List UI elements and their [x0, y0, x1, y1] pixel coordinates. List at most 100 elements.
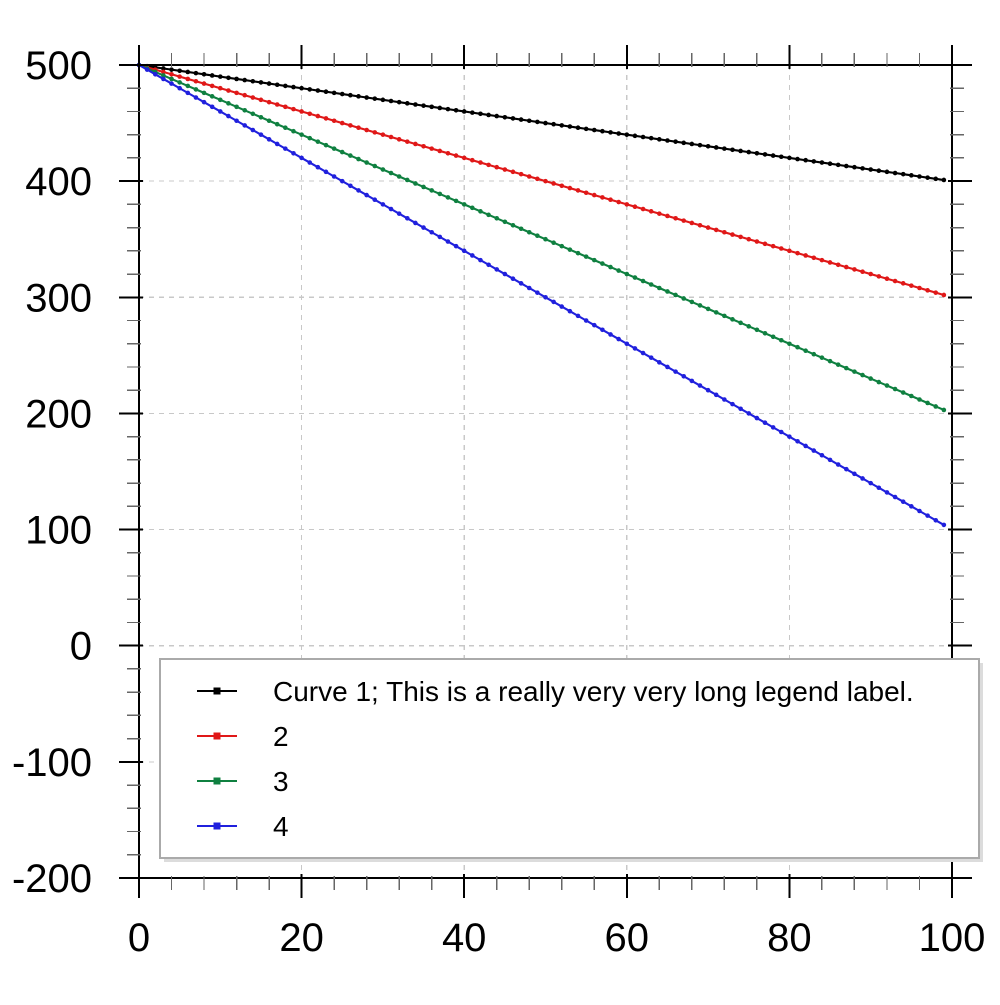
data-point-marker: [868, 271, 873, 277]
data-point-marker: [209, 83, 215, 89]
data-point-marker: [437, 148, 443, 154]
data-point-marker: [396, 174, 402, 179]
data-point-marker: [868, 480, 873, 486]
data-point-marker: [909, 504, 914, 509]
data-point-marker: [364, 192, 369, 198]
data-point-marker: [795, 439, 800, 444]
data-point-marker: [925, 175, 930, 180]
data-point-marker: [925, 400, 930, 406]
data-point-marker: [640, 350, 646, 356]
data-point-marker: [884, 276, 890, 282]
data-point-marker: [356, 125, 361, 131]
data-point-marker: [209, 73, 215, 78]
data-point-marker: [258, 80, 264, 85]
data-point-marker: [266, 118, 272, 124]
data-point-marker: [575, 188, 581, 193]
data-point-marker: [933, 404, 939, 409]
data-point-marker: [218, 109, 223, 114]
data-point-marker: [169, 76, 174, 82]
data-point-marker: [868, 167, 873, 172]
legend-entry-label: 4: [273, 811, 289, 842]
data-point-marker: [299, 109, 304, 114]
data-point-marker: [657, 211, 662, 216]
data-point-marker: [559, 243, 565, 249]
data-point-marker: [608, 332, 613, 337]
data-point-marker: [705, 306, 711, 312]
data-point-marker: [632, 275, 638, 280]
data-point-marker: [470, 157, 475, 163]
data-point-marker: [348, 153, 353, 158]
data-point-marker: [258, 114, 264, 120]
data-point-marker: [665, 138, 670, 143]
data-point-marker: [388, 206, 394, 212]
data-point-marker: [453, 198, 459, 204]
data-point-marker: [413, 181, 418, 186]
data-point-marker: [404, 101, 410, 106]
data-point-marker: [461, 248, 467, 254]
data-point-marker: [616, 336, 621, 342]
data-point-marker: [697, 303, 703, 308]
data-point-marker: [331, 90, 337, 96]
data-point-marker: [518, 117, 524, 122]
data-point-marker: [535, 119, 540, 125]
data-point-marker: [510, 116, 516, 121]
data-point-marker: [600, 261, 605, 266]
data-point-marker: [648, 355, 654, 360]
data-point-marker: [900, 171, 906, 177]
data-point-marker: [201, 90, 207, 96]
data-point-marker: [681, 373, 687, 379]
data-point-marker: [933, 176, 939, 182]
data-point-marker: [746, 324, 752, 329]
data-point-marker: [648, 209, 654, 214]
legend-entry: 2: [197, 721, 289, 752]
data-point-marker: [478, 209, 483, 214]
data-point-marker: [925, 288, 930, 293]
data-point-marker: [689, 220, 695, 226]
data-point-marker: [624, 132, 630, 137]
data-point-marker: [291, 150, 296, 156]
data-point-marker: [852, 267, 857, 272]
data-point-marker: [543, 236, 548, 242]
x-axis-tick-label: 60: [605, 916, 650, 960]
data-point-marker: [144, 67, 150, 72]
data-point-marker: [404, 216, 410, 221]
data-point-marker: [502, 114, 508, 120]
data-point-marker: [551, 181, 556, 186]
data-point-marker: [673, 139, 678, 144]
legend-entry: Curve 1; This is a really very very long…: [197, 676, 914, 707]
data-point-marker: [526, 229, 532, 235]
data-point-marker: [746, 411, 752, 416]
data-point-marker: [234, 90, 239, 96]
data-point-marker: [640, 206, 646, 212]
data-point-marker: [518, 171, 524, 177]
data-point-marker: [657, 285, 662, 291]
data-point-marker: [364, 95, 369, 100]
data-point-marker: [193, 70, 199, 76]
data-point-marker: [591, 127, 597, 133]
data-point-marker: [177, 68, 182, 74]
data-point-marker: [307, 135, 313, 141]
data-point-marker: [494, 216, 500, 221]
data-point-marker: [778, 154, 784, 160]
data-point-marker: [852, 471, 857, 477]
data-point-marker: [795, 156, 800, 162]
data-point-marker: [169, 67, 174, 72]
data-point-marker: [567, 185, 573, 191]
data-point-marker: [242, 107, 247, 113]
data-point-marker: [738, 148, 743, 154]
x-axis-tick-label: 0: [128, 916, 150, 960]
axes: [138, 64, 953, 879]
data-point-marker: [900, 499, 906, 504]
data-point-marker: [754, 150, 760, 156]
data-point-marker: [339, 178, 345, 184]
data-point-marker: [283, 104, 288, 110]
data-point-marker: [291, 106, 296, 112]
data-point-marker: [884, 169, 890, 175]
data-point-marker: [860, 476, 865, 481]
data-point-marker: [421, 103, 426, 108]
data-point-marker: [535, 290, 540, 295]
data-point-marker: [770, 334, 776, 340]
data-point-marker: [583, 254, 589, 259]
data-point-marker: [803, 253, 808, 258]
